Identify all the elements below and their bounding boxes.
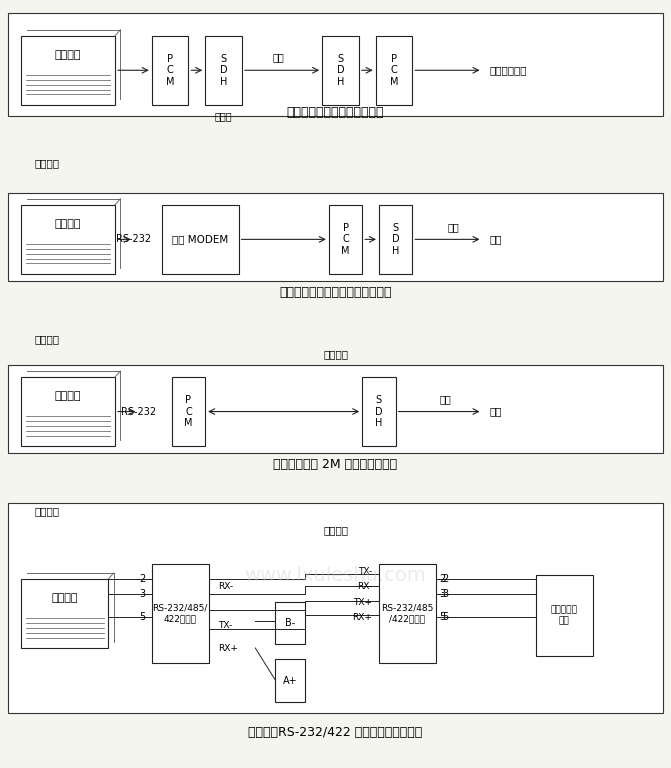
Text: P
C
M: P C M xyxy=(390,54,398,87)
FancyBboxPatch shape xyxy=(379,564,435,664)
Text: 智能 MODEM: 智能 MODEM xyxy=(172,234,228,244)
FancyBboxPatch shape xyxy=(21,36,115,104)
Text: 附图三：分站 2M 数据传输原理图: 附图三：分站 2M 数据传输原理图 xyxy=(274,458,397,471)
Text: RS-232/485
/422转换器: RS-232/485 /422转换器 xyxy=(381,604,433,624)
Text: 2: 2 xyxy=(139,574,145,584)
FancyBboxPatch shape xyxy=(8,365,663,453)
Text: A+: A+ xyxy=(283,676,298,686)
FancyBboxPatch shape xyxy=(8,13,663,116)
Text: 通信机房: 通信机房 xyxy=(35,158,60,168)
FancyBboxPatch shape xyxy=(376,36,413,104)
Text: P
C
M: P C M xyxy=(166,54,174,87)
Text: 5: 5 xyxy=(442,612,449,622)
Text: P
C
M: P C M xyxy=(185,395,193,428)
FancyBboxPatch shape xyxy=(536,575,592,656)
Text: 远动终端: 远动终端 xyxy=(52,594,78,604)
Text: 通信机房: 通信机房 xyxy=(323,349,348,359)
Text: 调度员工作站: 调度员工作站 xyxy=(489,65,527,75)
Text: RX+: RX+ xyxy=(352,613,372,622)
FancyBboxPatch shape xyxy=(152,36,189,104)
Text: 3: 3 xyxy=(442,589,448,600)
Text: TX-: TX- xyxy=(219,621,233,630)
Text: S
D
H: S D H xyxy=(220,54,227,87)
Text: 附图四：RS-232/422 串口转换接线原理图: 附图四：RS-232/422 串口转换接线原理图 xyxy=(248,726,423,739)
Text: 远动终端: 远动终端 xyxy=(55,219,81,229)
Text: B-: B- xyxy=(285,618,295,628)
Text: 光端机: 光端机 xyxy=(215,111,232,121)
Text: S
D
H: S D H xyxy=(375,395,382,428)
Text: TX-: TX- xyxy=(358,567,372,576)
Text: 站内箱变: 站内箱变 xyxy=(35,334,60,344)
Text: 5: 5 xyxy=(139,612,145,622)
Text: RS-232: RS-232 xyxy=(121,406,156,416)
Text: 3: 3 xyxy=(439,589,445,600)
Text: 远动终端: 远动终端 xyxy=(55,50,81,60)
Text: 附图一：远动数据传输原理图: 附图一：远动数据传输原理图 xyxy=(287,106,384,119)
FancyBboxPatch shape xyxy=(162,205,239,274)
FancyBboxPatch shape xyxy=(172,377,205,446)
Text: 5: 5 xyxy=(439,612,446,622)
Text: 站内箱变: 站内箱变 xyxy=(35,506,60,516)
FancyBboxPatch shape xyxy=(21,377,115,446)
Text: 光纤: 光纤 xyxy=(439,395,451,405)
Text: S
D
H: S D H xyxy=(337,54,344,87)
Text: 调度: 调度 xyxy=(489,234,502,244)
Text: RX-: RX- xyxy=(357,582,372,591)
Text: 远动终端: 远动终端 xyxy=(55,392,81,402)
Text: RX+: RX+ xyxy=(219,644,238,653)
FancyBboxPatch shape xyxy=(8,502,663,713)
Text: RX-: RX- xyxy=(219,582,234,591)
Text: 2: 2 xyxy=(442,574,449,584)
FancyBboxPatch shape xyxy=(322,36,359,104)
Text: RS-232: RS-232 xyxy=(116,234,151,244)
FancyBboxPatch shape xyxy=(21,205,115,274)
Text: 光纤: 光纤 xyxy=(273,52,285,63)
Text: P
C
M: P C M xyxy=(342,223,350,256)
FancyBboxPatch shape xyxy=(275,602,305,644)
Text: 光纤: 光纤 xyxy=(448,223,460,233)
FancyBboxPatch shape xyxy=(205,36,242,104)
FancyBboxPatch shape xyxy=(8,193,663,280)
FancyBboxPatch shape xyxy=(379,205,413,274)
Text: 调度: 调度 xyxy=(489,406,502,416)
Text: 机房光通信
设备: 机房光通信 设备 xyxy=(551,606,578,625)
Text: TX+: TX+ xyxy=(353,598,372,607)
FancyBboxPatch shape xyxy=(152,564,209,664)
Text: RS-232/485/
422转换器: RS-232/485/ 422转换器 xyxy=(152,604,208,624)
FancyBboxPatch shape xyxy=(329,205,362,274)
Text: www.lxuleshu.com: www.lxuleshu.com xyxy=(245,566,426,584)
Text: 附图二：分站模拟数据传输原理图: 附图二：分站模拟数据传输原理图 xyxy=(279,286,392,299)
FancyBboxPatch shape xyxy=(362,377,396,446)
FancyBboxPatch shape xyxy=(21,579,108,648)
Text: 3: 3 xyxy=(139,589,145,600)
Text: S
D
H: S D H xyxy=(392,223,399,256)
Text: 通信机房: 通信机房 xyxy=(323,525,348,535)
FancyBboxPatch shape xyxy=(275,660,305,701)
Text: 2: 2 xyxy=(439,574,446,584)
